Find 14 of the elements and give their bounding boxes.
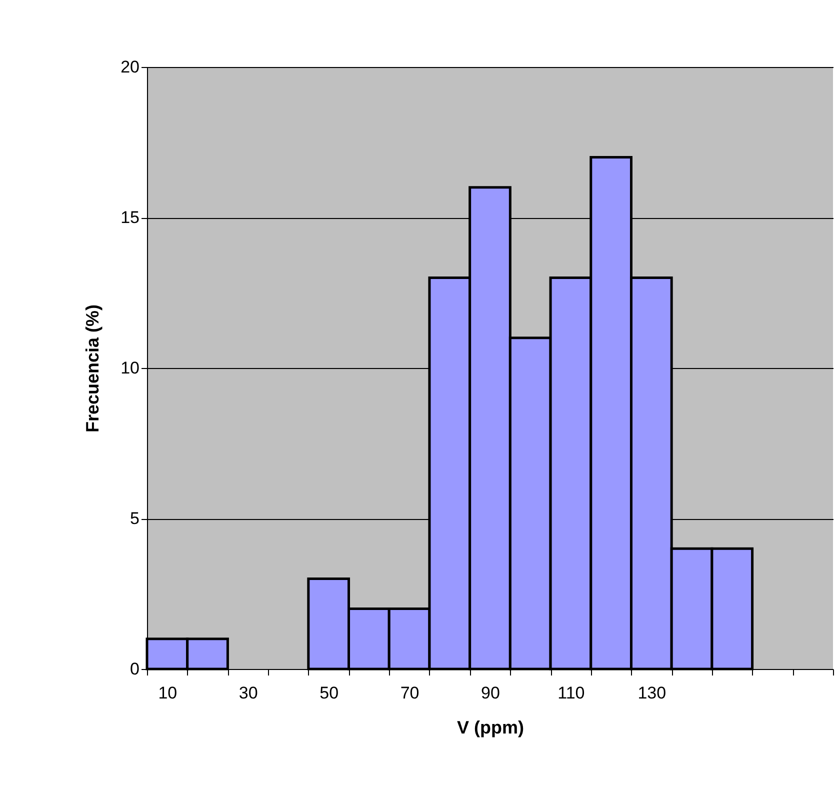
x-tick-label: 90 bbox=[481, 684, 500, 702]
x-tick-label: 30 bbox=[238, 684, 258, 702]
x-tick-label: 10 bbox=[158, 684, 178, 702]
x-tick-label: 50 bbox=[320, 684, 339, 702]
y-tick-label: 10 bbox=[120, 358, 140, 378]
x-axis-title: V (ppm) bbox=[457, 718, 524, 738]
x-tick-label: 130 bbox=[638, 684, 666, 702]
y-tick-label: 5 bbox=[130, 509, 140, 528]
y-axis-title: Frecuencia (%) bbox=[82, 304, 103, 433]
y-tick-label: 0 bbox=[130, 660, 140, 678]
y-tick-label: 20 bbox=[120, 58, 140, 76]
y-tick-label: 15 bbox=[120, 208, 140, 227]
x-tick-label: 70 bbox=[400, 684, 420, 702]
x-tick-label: 110 bbox=[558, 684, 585, 702]
